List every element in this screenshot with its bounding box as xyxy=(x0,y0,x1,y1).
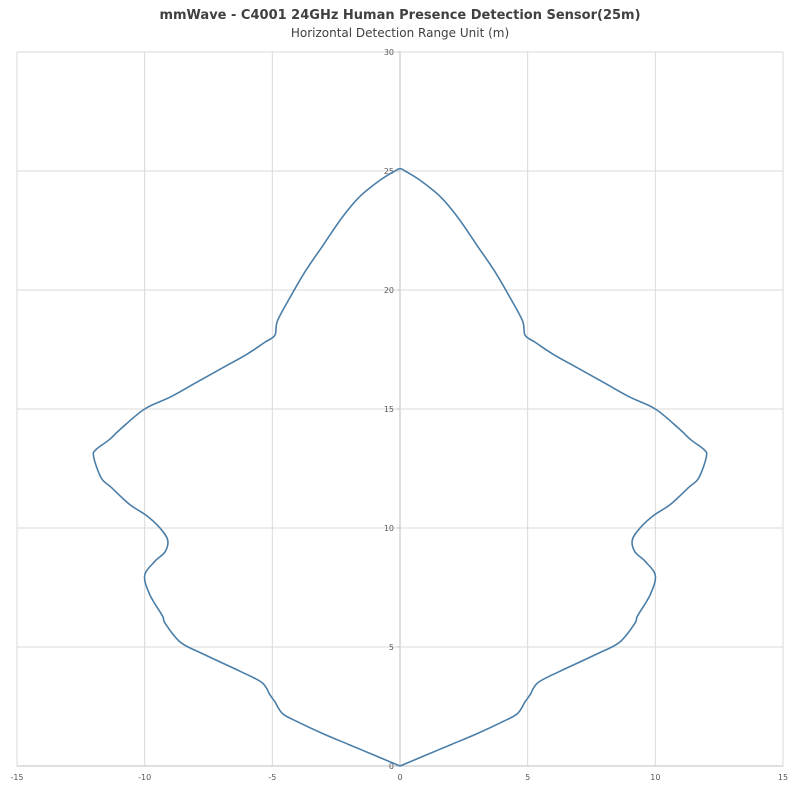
chart-subtitle: Horizontal Detection Range Unit (m) xyxy=(290,26,510,40)
y-tick-label: 0 xyxy=(389,762,394,771)
detection-range-line xyxy=(92,167,708,767)
x-tick-label: -15 xyxy=(10,773,23,782)
x-tick-label: 10 xyxy=(650,773,660,782)
y-tick-label: 10 xyxy=(384,524,394,533)
y-tick-label: 15 xyxy=(384,405,394,414)
x-tick-label: -5 xyxy=(268,773,276,782)
x-tick-label: -10 xyxy=(138,773,151,782)
y-tick-label: 20 xyxy=(384,286,394,295)
y-tick-label: 25 xyxy=(384,167,394,176)
x-tick-label: 5 xyxy=(525,773,530,782)
chart-title: mmWave - C4001 24GHz Human Presence Dete… xyxy=(159,8,641,23)
y-tick-label: 30 xyxy=(384,48,394,57)
y-tick-label: 5 xyxy=(389,643,394,652)
x-tick-label: 15 xyxy=(778,773,788,782)
x-tick-label: 0 xyxy=(397,773,402,782)
